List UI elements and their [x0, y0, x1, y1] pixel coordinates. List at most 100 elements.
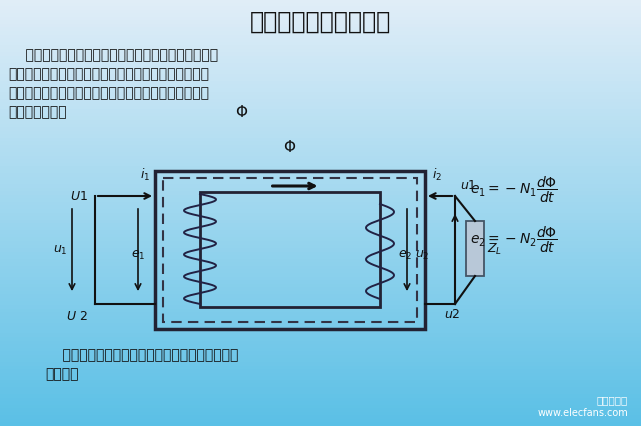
Bar — [0, 96, 641, 101]
Bar — [0, 170, 641, 175]
Bar — [0, 405, 641, 409]
Bar — [0, 160, 641, 164]
Bar — [0, 25, 641, 29]
Bar — [0, 302, 641, 306]
Text: $Z_L$: $Z_L$ — [487, 242, 502, 256]
Bar — [0, 248, 641, 253]
Bar — [0, 348, 641, 352]
Bar — [0, 376, 641, 381]
Bar — [0, 216, 641, 221]
Bar — [0, 43, 641, 47]
Bar — [0, 280, 641, 285]
Bar — [0, 305, 641, 310]
Bar — [0, 192, 641, 196]
Bar — [0, 256, 641, 260]
Bar — [0, 273, 641, 278]
Bar — [0, 266, 641, 271]
Bar — [0, 391, 641, 395]
Bar — [0, 174, 641, 178]
Bar — [0, 14, 641, 19]
Text: $u_1$: $u_1$ — [53, 243, 67, 256]
Bar — [0, 213, 641, 218]
Text: $i_1$: $i_1$ — [140, 167, 150, 183]
Bar — [0, 142, 641, 147]
Text: 压，产生交链一、二次绕组的交变磁通，在两绕组中分: 压，产生交链一、二次绕组的交变磁通，在两绕组中分 — [8, 86, 209, 100]
Bar — [163, 178, 417, 322]
Bar — [0, 355, 641, 360]
Bar — [0, 423, 641, 426]
Bar — [0, 114, 641, 118]
Bar — [0, 184, 641, 189]
Bar — [0, 89, 641, 93]
Bar — [0, 220, 641, 225]
Bar — [0, 284, 641, 288]
Bar — [0, 110, 641, 115]
Text: 电子发烧友: 电子发烧友 — [597, 394, 628, 404]
Bar — [0, 288, 641, 292]
Bar — [0, 320, 641, 324]
Bar — [0, 60, 641, 65]
Bar — [0, 156, 641, 161]
Bar — [0, 146, 641, 150]
Bar — [0, 78, 641, 83]
Text: $e_2=-N_2\dfrac{d\Phi}{dt}$: $e_2=-N_2\dfrac{d\Phi}{dt}$ — [470, 225, 558, 255]
Bar — [0, 298, 641, 303]
Bar — [0, 0, 641, 5]
Text: www.elecfans.com: www.elecfans.com — [537, 407, 628, 417]
Bar — [0, 344, 641, 349]
Text: $U\ 2$: $U\ 2$ — [66, 309, 88, 322]
Bar — [0, 64, 641, 69]
Text: $e_2$: $e_2$ — [398, 248, 412, 261]
Text: $\Phi$: $\Phi$ — [283, 139, 297, 155]
Bar — [0, 397, 641, 402]
Bar — [0, 359, 641, 363]
Bar — [0, 195, 641, 200]
Bar — [0, 124, 641, 129]
Bar — [0, 231, 641, 235]
Text: $u2$: $u2$ — [444, 307, 460, 320]
Bar — [0, 309, 641, 314]
Text: $U1$: $U1$ — [70, 190, 88, 203]
Bar — [0, 337, 641, 342]
Bar — [0, 50, 641, 54]
Text: $e_1=-N_1\dfrac{d\Phi}{dt}$: $e_1=-N_1\dfrac{d\Phi}{dt}$ — [470, 175, 558, 205]
Text: $u_2$: $u_2$ — [415, 248, 429, 261]
Text: $u1$: $u1$ — [460, 178, 477, 192]
Bar — [0, 11, 641, 15]
Bar — [0, 334, 641, 338]
Bar — [0, 270, 641, 274]
Bar — [0, 163, 641, 168]
Bar — [0, 242, 641, 246]
Bar — [0, 53, 641, 58]
Bar — [0, 295, 641, 299]
Bar — [0, 369, 641, 374]
Bar — [0, 224, 641, 228]
Bar — [200, 193, 380, 307]
Bar — [0, 18, 641, 22]
Bar — [0, 188, 641, 193]
Bar — [0, 373, 641, 377]
Bar — [0, 362, 641, 367]
Bar — [0, 245, 641, 250]
Bar — [0, 408, 641, 413]
Bar — [0, 117, 641, 122]
Bar — [0, 380, 641, 384]
Text: 变压器的基本工作原理: 变压器的基本工作原理 — [250, 10, 391, 34]
Bar — [0, 412, 641, 416]
Text: 别感应电动势。: 别感应电动势。 — [8, 105, 67, 119]
Bar — [0, 32, 641, 37]
Bar — [0, 252, 641, 256]
Bar — [0, 181, 641, 186]
Text: Φ: Φ — [235, 105, 247, 120]
Bar — [0, 39, 641, 43]
Bar — [0, 71, 641, 75]
Bar — [0, 366, 641, 370]
Bar — [0, 149, 641, 154]
Bar — [0, 121, 641, 125]
Bar — [0, 401, 641, 406]
Bar — [0, 103, 641, 107]
Bar — [0, 351, 641, 356]
Bar — [0, 291, 641, 296]
Bar — [0, 57, 641, 61]
Bar — [0, 263, 641, 267]
